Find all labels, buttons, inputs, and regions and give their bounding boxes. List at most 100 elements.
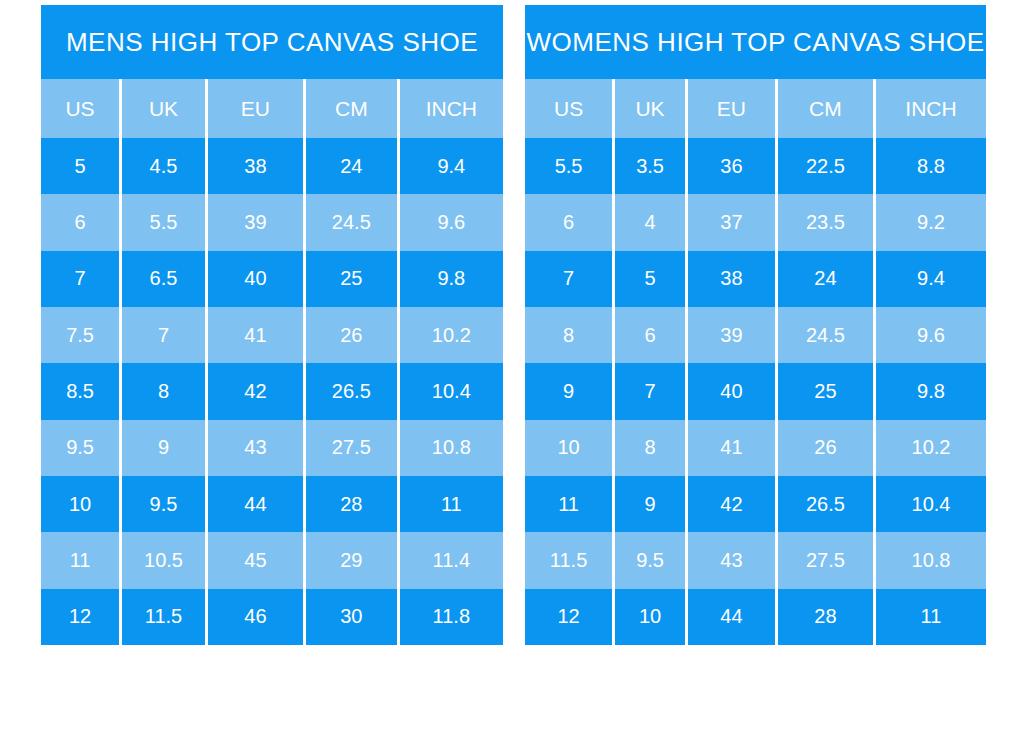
size-cell: 9.5 bbox=[612, 532, 685, 588]
size-cell: 5 bbox=[41, 138, 119, 194]
table-row: 65.53924.59.6 bbox=[41, 194, 503, 250]
size-cell: 11.4 bbox=[397, 532, 503, 588]
size-cell: 42 bbox=[205, 363, 303, 419]
size-cell: 42 bbox=[685, 476, 775, 532]
table-row: 7538249.4 bbox=[525, 251, 986, 307]
mens-size-table: MENS HIGH TOP CANVAS SHOE USUKEUCMINCH 5… bbox=[41, 5, 503, 645]
size-cell: 9.4 bbox=[873, 251, 986, 307]
size-cell: 9.5 bbox=[119, 476, 205, 532]
size-cell: 25 bbox=[303, 251, 397, 307]
column-header-cm: CM bbox=[303, 79, 397, 138]
size-cell: 26.5 bbox=[775, 476, 873, 532]
size-cell: 8 bbox=[612, 420, 685, 476]
table-row: 5.53.53622.58.8 bbox=[525, 138, 986, 194]
size-cell: 10.4 bbox=[873, 476, 986, 532]
size-cell: 10.2 bbox=[397, 307, 503, 363]
column-header-inch: INCH bbox=[397, 79, 503, 138]
size-cell: 11.5 bbox=[525, 532, 612, 588]
size-cell: 26 bbox=[303, 307, 397, 363]
table-row: 11.59.54327.510.8 bbox=[525, 532, 986, 588]
size-cell: 9 bbox=[525, 363, 612, 419]
size-cell: 7 bbox=[612, 363, 685, 419]
size-cell: 9.5 bbox=[41, 420, 119, 476]
size-cell: 10.8 bbox=[873, 532, 986, 588]
size-cell: 40 bbox=[685, 363, 775, 419]
size-cell: 7 bbox=[119, 307, 205, 363]
size-cell: 26.5 bbox=[303, 363, 397, 419]
size-cell: 41 bbox=[205, 307, 303, 363]
size-cell: 6.5 bbox=[119, 251, 205, 307]
size-cell: 9 bbox=[119, 420, 205, 476]
table-row: 7.57412610.2 bbox=[41, 307, 503, 363]
size-cell: 10 bbox=[612, 589, 685, 645]
size-cell: 22.5 bbox=[775, 138, 873, 194]
size-cell: 6 bbox=[41, 194, 119, 250]
table-row: 76.540259.8 bbox=[41, 251, 503, 307]
size-cell: 27.5 bbox=[303, 420, 397, 476]
size-cell: 6 bbox=[612, 307, 685, 363]
mens-table-title: MENS HIGH TOP CANVAS SHOE bbox=[41, 5, 503, 79]
size-cell: 26 bbox=[775, 420, 873, 476]
size-cell: 37 bbox=[685, 194, 775, 250]
size-cell: 27.5 bbox=[775, 532, 873, 588]
table-row: 109.5442811 bbox=[41, 476, 503, 532]
size-cell: 5.5 bbox=[525, 138, 612, 194]
size-cell: 45 bbox=[205, 532, 303, 588]
size-cell: 38 bbox=[685, 251, 775, 307]
size-cell: 8 bbox=[525, 307, 612, 363]
size-cell: 7 bbox=[525, 251, 612, 307]
column-header-inch: INCH bbox=[873, 79, 986, 138]
size-cell: 5.5 bbox=[119, 194, 205, 250]
size-cell: 8.8 bbox=[873, 138, 986, 194]
size-cell: 11.8 bbox=[397, 589, 503, 645]
table-row: 108412610.2 bbox=[525, 420, 986, 476]
size-cell: 4 bbox=[612, 194, 685, 250]
table-row: 863924.59.6 bbox=[525, 307, 986, 363]
size-cell: 24.5 bbox=[775, 307, 873, 363]
size-cell: 44 bbox=[685, 589, 775, 645]
size-cell: 7 bbox=[41, 251, 119, 307]
header-row: USUKEUCMINCH bbox=[41, 79, 503, 138]
table-row: 9.594327.510.8 bbox=[41, 420, 503, 476]
table-row: 9740259.8 bbox=[525, 363, 986, 419]
size-cell: 36 bbox=[685, 138, 775, 194]
size-cell: 30 bbox=[303, 589, 397, 645]
table-row: 1110.5452911.4 bbox=[41, 532, 503, 588]
size-cell: 8 bbox=[119, 363, 205, 419]
size-cell: 9 bbox=[612, 476, 685, 532]
column-header-uk: UK bbox=[119, 79, 205, 138]
size-cell: 11 bbox=[873, 589, 986, 645]
column-header-eu: EU bbox=[205, 79, 303, 138]
size-cell: 24 bbox=[775, 251, 873, 307]
size-cell: 43 bbox=[205, 420, 303, 476]
size-cell: 11 bbox=[525, 476, 612, 532]
column-header-uk: UK bbox=[612, 79, 685, 138]
size-cell: 9.8 bbox=[397, 251, 503, 307]
table-row: 54.538249.4 bbox=[41, 138, 503, 194]
column-header-us: US bbox=[525, 79, 612, 138]
womens-table-title: WOMENS HIGH TOP CANVAS SHOE bbox=[525, 5, 986, 79]
size-cell: 9.6 bbox=[873, 307, 986, 363]
size-cell: 24.5 bbox=[303, 194, 397, 250]
size-cell: 8.5 bbox=[41, 363, 119, 419]
size-cell: 24 bbox=[303, 138, 397, 194]
column-header-cm: CM bbox=[775, 79, 873, 138]
size-cell: 28 bbox=[775, 589, 873, 645]
size-cell: 9.4 bbox=[397, 138, 503, 194]
column-header-eu: EU bbox=[685, 79, 775, 138]
size-cell: 10.5 bbox=[119, 532, 205, 588]
size-cell: 12 bbox=[41, 589, 119, 645]
table-row: 1211.5463011.8 bbox=[41, 589, 503, 645]
size-cell: 44 bbox=[205, 476, 303, 532]
size-cell: 29 bbox=[303, 532, 397, 588]
size-cell: 40 bbox=[205, 251, 303, 307]
size-cell: 10.8 bbox=[397, 420, 503, 476]
size-cell: 23.5 bbox=[775, 194, 873, 250]
table-body: 5.53.53622.58.8643723.59.27538249.486392… bbox=[525, 138, 986, 645]
size-cell: 39 bbox=[685, 307, 775, 363]
table-row: 1210442811 bbox=[525, 589, 986, 645]
size-cell: 11 bbox=[41, 532, 119, 588]
size-cell: 41 bbox=[685, 420, 775, 476]
table-row: 8.584226.510.4 bbox=[41, 363, 503, 419]
size-cell: 46 bbox=[205, 589, 303, 645]
